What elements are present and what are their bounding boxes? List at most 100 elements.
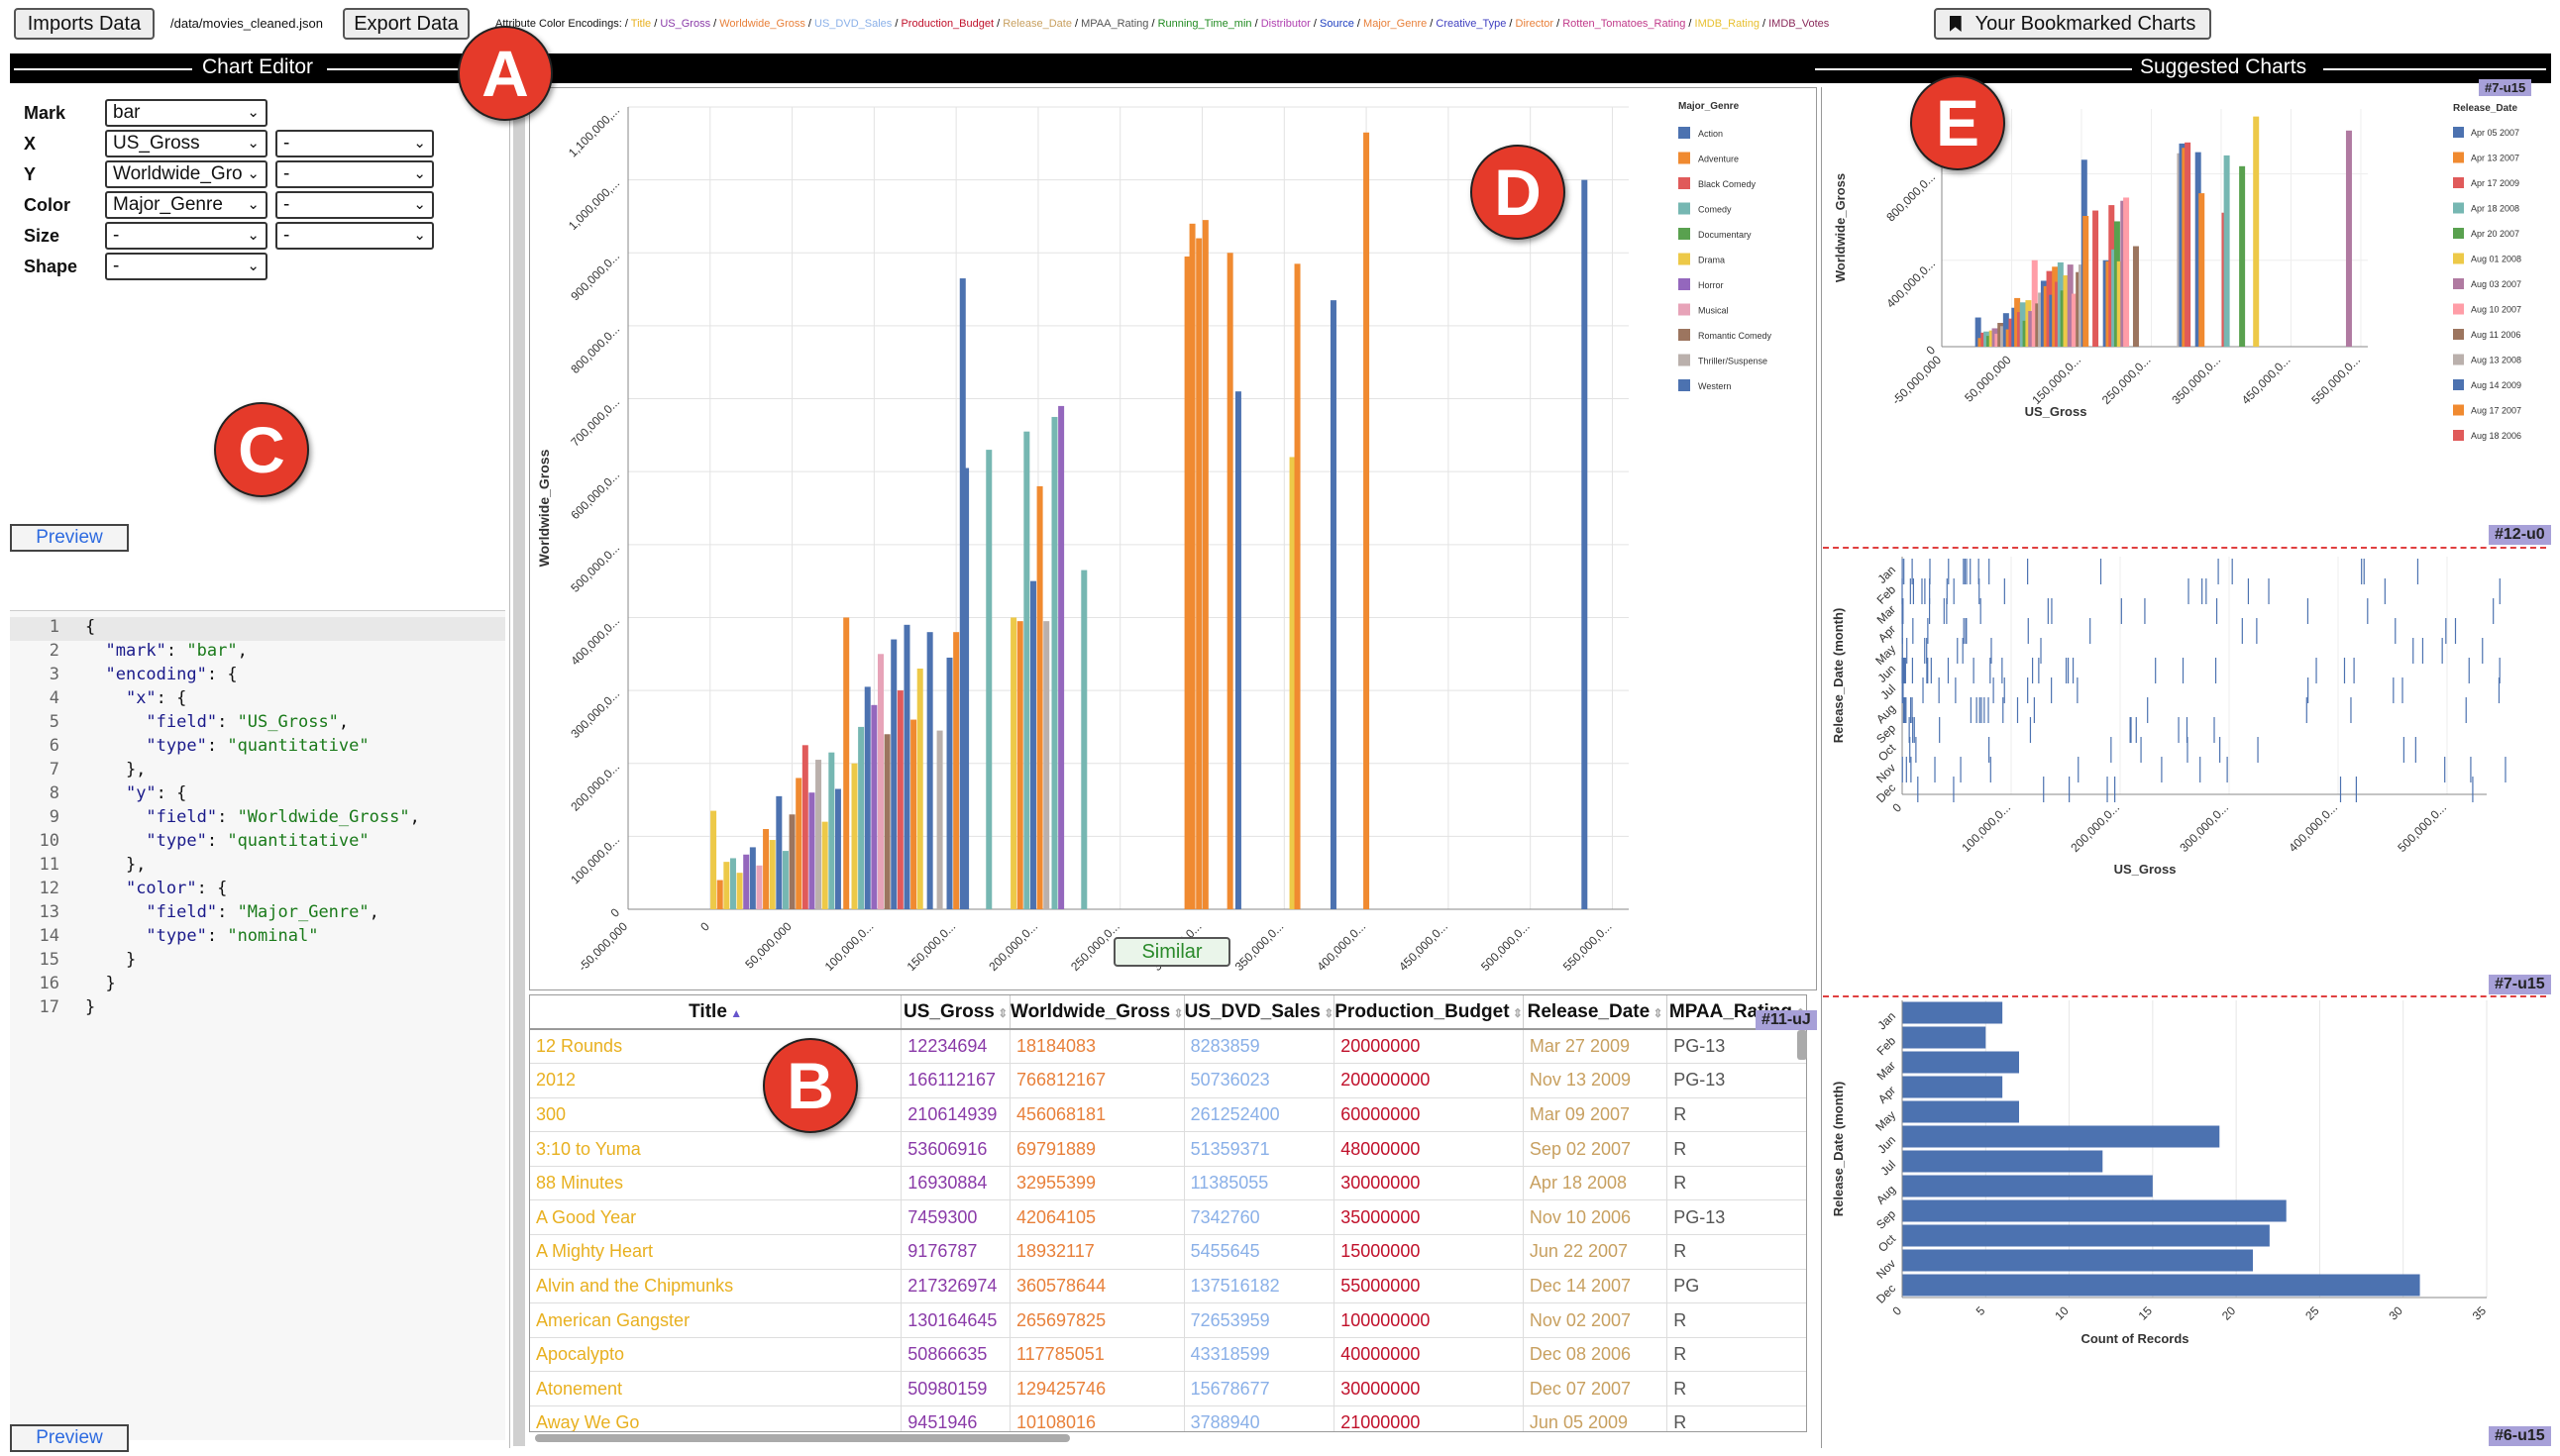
bar-mark[interactable] [796,778,802,909]
bar-mark[interactable] [2194,152,2201,347]
col-header-us-gross[interactable]: US_Gross ⇕ [901,995,1011,1030]
bar-mark[interactable] [808,792,815,909]
bar-mark[interactable] [1294,263,1301,909]
bar-mark[interactable] [1902,1199,2287,1222]
bar-mark[interactable] [716,880,723,909]
bar-mark[interactable] [2123,197,2130,347]
bar-mark[interactable] [1051,416,1058,909]
bar-mark[interactable] [1902,1150,2103,1173]
table-row[interactable]: 300 210614939 456068181 261252400 60000000 Ma… [530,1097,1806,1133]
import-data-button[interactable]: Imports Data [14,8,155,40]
enc-select-shape[interactable]: - ⌄ [105,253,267,280]
bar-mark[interactable] [769,840,776,909]
bar-mark[interactable] [1234,391,1241,909]
table-row[interactable]: American Gangster 130164645 265697825 72653… [530,1302,1806,1338]
bar-mark[interactable] [1058,405,1065,909]
table-row[interactable]: Apocalypto 50866635 117785051 43318599 40000… [530,1337,1806,1373]
left-scrollbar[interactable] [513,89,525,1446]
bar-mark[interactable] [749,847,756,909]
bar-mark[interactable] [1202,220,1209,910]
suggested-chart-1[interactable]: -50,000,000 50,000,000 150,000,0... 250,000… [1823,89,2550,535]
bar-mark[interactable] [946,657,953,909]
bar-mark[interactable] [963,468,970,910]
bar-mark[interactable] [815,760,822,909]
bar-mark[interactable] [2071,293,2078,347]
enc-select-x[interactable]: US_Gross ⌄ [105,130,267,157]
bar-mark[interactable] [1902,1175,2153,1197]
bar-mark[interactable] [926,632,933,909]
bar-mark[interactable] [1902,1001,2003,1024]
bar-mark[interactable] [1184,256,1191,909]
bar-mark[interactable] [756,865,763,909]
bar-mark[interactable] [1043,621,1050,909]
bar-mark[interactable] [891,639,898,909]
bar-mark[interactable] [828,752,835,909]
bar-mark[interactable] [2092,210,2099,347]
bar-mark[interactable] [821,821,828,909]
export-data-button[interactable]: Export Data [343,8,470,40]
bar-mark[interactable] [1011,617,1017,909]
bar-mark[interactable] [959,278,966,909]
bar-mark[interactable] [1330,300,1336,909]
bar-mark[interactable] [1227,253,1233,910]
bar-mark[interactable] [871,704,878,909]
bar-mark[interactable] [2031,260,2038,347]
bar-mark[interactable] [2198,193,2205,347]
bar-mark[interactable] [1902,1224,2270,1247]
bar-mark[interactable] [1902,1026,1986,1049]
enc-type-size[interactable]: - ⌄ [275,222,434,250]
bar-mark[interactable] [1036,485,1043,909]
bar-mark[interactable] [1902,1076,2003,1098]
bar-mark[interactable] [743,854,750,909]
suggested-chart-2[interactable]: 0 100,000,0... 200,000,0... 300,000,0... 400… [1823,551,2550,987]
bar-mark[interactable] [936,730,943,909]
bar-mark[interactable] [723,862,730,909]
bar-mark[interactable] [1974,317,1981,347]
bar-mark[interactable] [1902,1274,2420,1297]
enc-select-mark[interactable]: bar ⌄ [105,99,267,127]
bar-mark[interactable] [2082,216,2089,347]
bar-mark[interactable] [910,719,917,909]
spec-code-editor[interactable]: 1{2 "mark": "bar", 3 "encoding": {4 "x": … [10,610,505,1440]
bar-mark[interactable] [834,788,841,910]
table-row[interactable]: A Good Year 7459300 42064105 7342760 3500000… [530,1199,1806,1236]
bar-mark[interactable] [1289,457,1296,909]
table-row[interactable]: Away We Go 9451946 10108016 3788940 21000000… [530,1405,1806,1431]
bar-mark[interactable] [1581,179,1588,909]
bar-mark[interactable] [2116,260,2123,347]
table-vscroll[interactable] [1797,1030,1807,1060]
bar-mark[interactable] [1081,570,1088,909]
enc-type-color[interactable]: - ⌄ [275,191,434,219]
col-header-worldwide-gross[interactable]: Worldwide_Gross ⇕ [1010,995,1185,1030]
similar-button[interactable]: Similar [1114,937,1230,967]
enc-type-x[interactable]: - ⌄ [275,130,434,157]
table-row[interactable]: 3:10 to Yuma 53606916 69791889 51359371 4800… [530,1131,1806,1167]
bar-mark[interactable] [1902,1100,2019,1123]
bar-mark[interactable] [851,763,858,909]
bar-mark[interactable] [2185,142,2191,347]
col-header-title[interactable]: Title ▲ [530,995,903,1030]
bar-mark[interactable] [710,810,717,909]
bar-mark[interactable] [2239,165,2246,347]
bar-mark[interactable] [953,632,960,909]
table-row[interactable]: 2012 166112167 766812167 50736023 200000000 N… [530,1063,1806,1098]
bar-mark[interactable] [986,450,993,909]
table-row[interactable]: Atonement 50980159 129425746 15678677 300000… [530,1371,1806,1407]
bar-mark[interactable] [1902,1051,2019,1074]
bar-mark[interactable] [1023,431,1030,909]
bar-mark[interactable] [1902,1249,2253,1272]
bar-mark[interactable] [789,814,796,909]
table-row[interactable]: 12 Rounds 12234694 18184083 8283859 20000000… [530,1029,1806,1065]
bar-mark[interactable] [884,734,891,909]
bar-mark[interactable] [782,851,789,909]
bar-mark[interactable] [904,624,910,909]
enc-type-y[interactable]: - ⌄ [275,160,434,188]
enc-select-size[interactable]: - ⌄ [105,222,267,250]
bar-mark[interactable] [1016,621,1023,909]
bar-mark[interactable] [2063,275,2070,347]
bar-mark[interactable] [2132,246,2139,347]
table-row[interactable]: Alvin and the Chipmunks 217326974 36057864… [530,1269,1806,1304]
bar-mark[interactable] [2253,116,2260,347]
bar-mark[interactable] [858,726,865,909]
